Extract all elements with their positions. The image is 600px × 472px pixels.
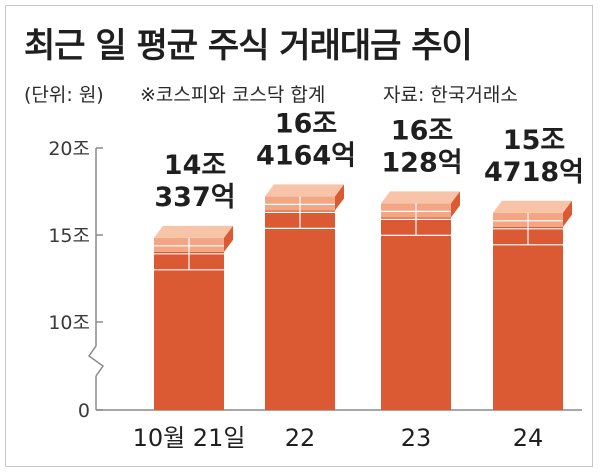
- x-category-label: 24: [513, 424, 544, 452]
- bar-cap-top: [265, 184, 344, 197]
- x-category-label: 10월 21일: [133, 424, 246, 452]
- bar-data-label: 337억: [154, 182, 235, 213]
- bar: [265, 210, 335, 410]
- bar-data-label: 16조: [391, 115, 453, 146]
- bar-cap-top: [154, 225, 233, 238]
- bar-data-label: 128억: [381, 147, 462, 178]
- note-label: ※코스피와 코스닥 합계: [140, 84, 326, 106]
- bar-data-label: 16조: [275, 108, 337, 139]
- bar-cap-side: [335, 184, 344, 211]
- y-tick-label: 15조: [48, 225, 90, 247]
- unit-label: (단위: 원): [24, 84, 104, 106]
- bar-data-label: 14조: [164, 150, 226, 181]
- chart-title: 최근 일 평균 주식 거래대금 추이: [24, 26, 473, 66]
- bar-cap-top: [381, 191, 460, 204]
- bar-cap-top: [493, 200, 572, 213]
- bar: [493, 226, 563, 410]
- bar: [381, 217, 451, 410]
- x-category-label: 23: [401, 424, 432, 452]
- bar-cap-side: [563, 200, 572, 227]
- bar-data-label: 4164억: [256, 140, 356, 171]
- bar-cap-side: [451, 191, 460, 218]
- bar-data-label: 15조: [503, 125, 565, 156]
- y-tick-label: 0: [78, 400, 90, 422]
- x-category-label: 22: [285, 424, 316, 452]
- bar: [154, 251, 224, 410]
- bar-data-label: 4718억: [484, 157, 584, 188]
- y-tick-label: 10조: [48, 312, 90, 334]
- y-tick-label: 20조: [48, 138, 90, 160]
- source-label: 자료: 한국거래소: [383, 84, 518, 106]
- bar-cap-side: [224, 225, 233, 252]
- y-axis-break: [87, 345, 105, 377]
